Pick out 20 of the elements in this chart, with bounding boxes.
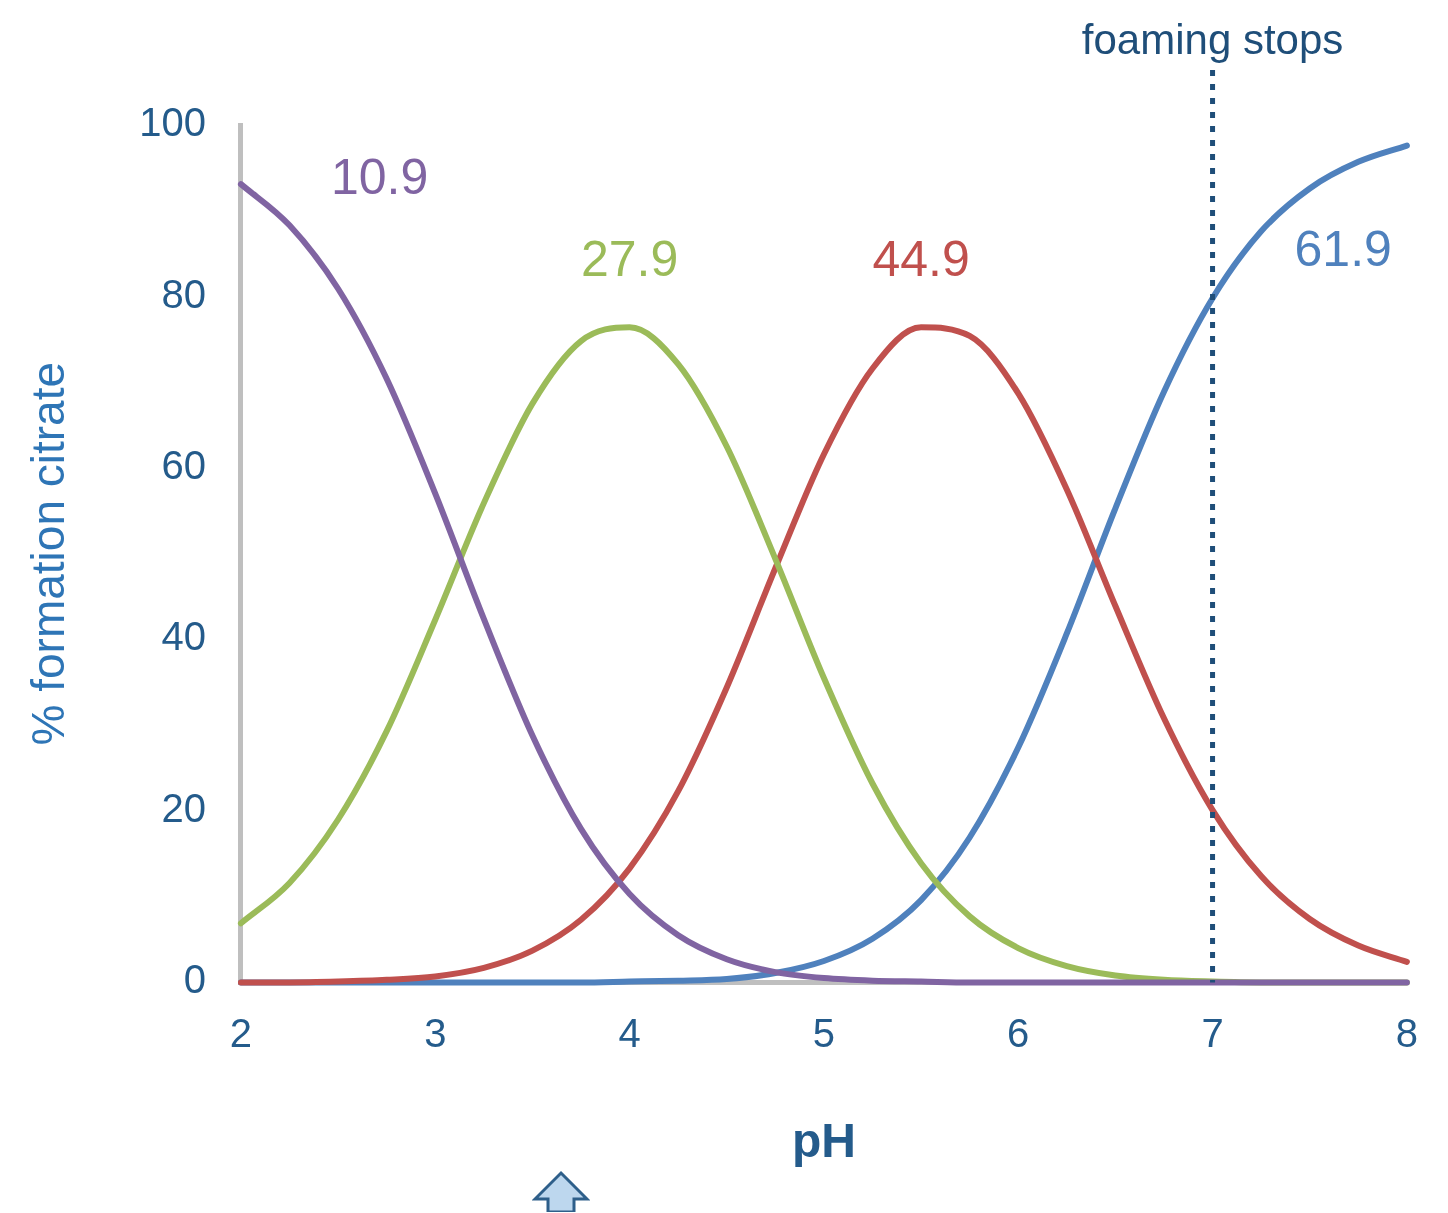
y-axis-title: % formation citrate (22, 361, 75, 746)
series-label: 27.9 (580, 231, 679, 288)
y-tick-label: 0 (183, 957, 206, 1002)
x-tick-label: 8 (1395, 1011, 1418, 1056)
y-tick-label: 60 (161, 442, 206, 487)
x-tick-label: 7 (1201, 1011, 1224, 1056)
y-tick-label: 20 (161, 785, 206, 830)
y-tick-label: 100 (139, 100, 206, 145)
ref-line-label: foaming stops (1081, 15, 1344, 63)
series-label: 44.9 (872, 231, 970, 288)
x-tick-label: 3 (424, 1011, 447, 1056)
x-tick-label: 2 (229, 1011, 253, 1056)
series-label: 10.9 (330, 148, 429, 205)
y-tick-label: 80 (161, 271, 206, 316)
x-tick-label: 6 (1007, 1011, 1030, 1056)
y-tick-label: 40 (161, 614, 206, 659)
x-axis-title: pH (791, 1114, 856, 1168)
x-tick-label: 5 (812, 1011, 836, 1056)
series-label: 61.9 (1294, 220, 1392, 277)
x-tick-label: 4 (618, 1011, 641, 1056)
